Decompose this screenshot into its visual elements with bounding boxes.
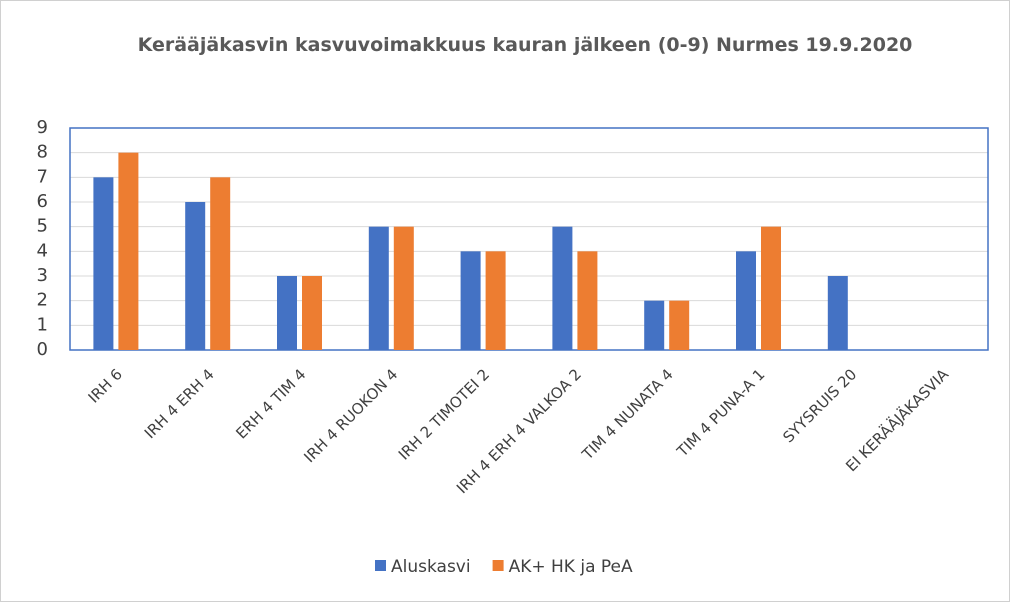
- bar: [93, 177, 114, 350]
- x-tick-label: EI KERÄÄJÄKASVIA: [841, 364, 952, 475]
- bar: [460, 251, 481, 350]
- y-tick-label: 9: [37, 117, 48, 138]
- bar: [185, 202, 206, 350]
- y-tick-label: 7: [37, 166, 48, 187]
- x-tick-label: IRH 6: [85, 365, 126, 406]
- y-tick-label: 3: [37, 265, 48, 286]
- y-tick-label: 8: [37, 142, 48, 163]
- plot-border: [69, 127, 989, 351]
- bar: [277, 276, 297, 350]
- legend-label: Aluskasvi: [391, 557, 471, 577]
- bar: [118, 152, 139, 350]
- x-tick-label: TIM 4 NUNATA 4: [578, 365, 677, 464]
- x-tick-label: SYYSRUIS 20: [779, 365, 860, 446]
- bar: [552, 226, 573, 350]
- y-tick-label: 0: [37, 339, 48, 360]
- y-tick-label: 6: [37, 191, 48, 212]
- x-tick-label: IRH 4 RUOKON 4: [300, 365, 401, 466]
- bar: [761, 226, 781, 350]
- x-tick-label: TIM 4 PUNA-A 1: [673, 365, 769, 461]
- bar: [827, 276, 848, 350]
- bar: [644, 300, 665, 350]
- bar: [485, 251, 506, 350]
- bar: [302, 276, 322, 350]
- y-tick-label: 2: [37, 290, 48, 311]
- legend-swatch: [375, 560, 386, 571]
- x-tick-label: IRH 4 ERH 4: [141, 365, 218, 442]
- x-tick-label: IRH 2 TIMOTEI 2: [395, 365, 493, 463]
- bar: [669, 300, 690, 350]
- x-tick-label: ERH 4 TIM 4: [232, 365, 309, 442]
- chart-title: Kerääjäkasvin kasvuvoimakkuus kauran jäl…: [137, 34, 913, 56]
- bar: [368, 226, 389, 350]
- bar: [210, 177, 231, 350]
- y-tick-label: 4: [37, 240, 48, 261]
- bar: [577, 251, 598, 350]
- legend-swatch: [492, 560, 504, 571]
- bar: [736, 251, 756, 350]
- bar: [393, 226, 414, 350]
- y-tick-label: 5: [37, 216, 48, 237]
- y-tick-label: 1: [37, 314, 48, 335]
- legend-label: AK+ HK ja PeA: [509, 557, 633, 577]
